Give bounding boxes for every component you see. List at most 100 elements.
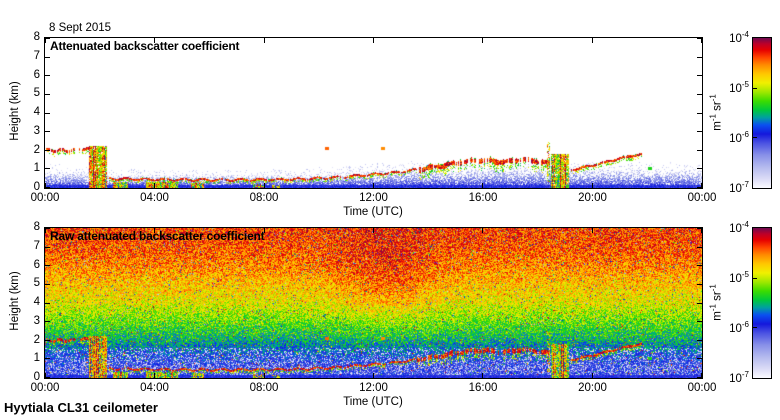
y-tick-mark (697, 94, 702, 95)
y-tick-mark (45, 187, 50, 188)
x-tick-mark (154, 228, 155, 233)
y-tick-label: 3 (33, 124, 40, 137)
y-tick-label: 8 (33, 221, 40, 233)
x-tick-mark (701, 183, 702, 188)
y-tick-mark (45, 57, 50, 58)
y-tick-label: 0 (33, 181, 40, 193)
y-tick-mark (697, 340, 702, 341)
y-tick-label: 0 (33, 371, 40, 383)
x-tick-label: 08:00 (249, 192, 279, 204)
colorbar-unit-label: m-1 sr-1 (708, 94, 724, 131)
y-tick-mark (45, 247, 50, 248)
panel-raw-backscatter: Raw attenuated backscatter coefficient (44, 227, 703, 379)
x-tick-mark (45, 373, 46, 378)
y-tick-label: 6 (33, 68, 40, 81)
colorbar-tick-mark (753, 137, 757, 138)
x-tick-mark (373, 183, 374, 188)
y-tick-mark (45, 265, 50, 266)
colorbar (752, 227, 772, 379)
attenuated-backscatter-heatmap (45, 38, 702, 188)
x-tick-mark (592, 38, 593, 43)
y-tick-label: 1 (33, 162, 40, 175)
colorbar-tick-label: 10-6 (729, 320, 749, 335)
y-tick-mark (45, 113, 50, 114)
x-tick-mark (592, 373, 593, 378)
y-tick-mark (697, 187, 702, 188)
x-tick-label: 00:00 (687, 192, 717, 204)
x-tick-mark (264, 373, 265, 378)
y-tick-mark (45, 377, 50, 378)
x-tick-mark (154, 183, 155, 188)
y-tick-mark (45, 94, 50, 95)
colorbar-tick-mark (753, 327, 757, 328)
x-tick-mark (264, 183, 265, 188)
y-tick-label: 8 (33, 31, 40, 43)
x-tick-label: 12:00 (359, 382, 388, 394)
y-tick-mark (697, 247, 702, 248)
colorbar-tick-label: 10-4 (729, 30, 749, 45)
x-tick-mark (45, 228, 46, 233)
y-tick-mark (697, 57, 702, 58)
x-tick-mark (373, 228, 374, 233)
x-tick-mark (482, 228, 483, 233)
y-tick-mark (45, 284, 50, 285)
y-tick-mark (45, 168, 50, 169)
colorbar-tick-label: 10-4 (729, 220, 749, 235)
colorbar-tick-label: 10-5 (729, 79, 749, 95)
x-tick-mark (701, 38, 702, 43)
y-tick-mark (697, 131, 702, 132)
colorbar-tick-label: 10-5 (729, 269, 749, 285)
y-tick-label: 7 (33, 49, 40, 62)
x-tick-mark (45, 38, 46, 43)
y-tick-mark (697, 38, 702, 39)
x-tick-mark (592, 183, 593, 188)
x-tick-label: 00:00 (30, 192, 60, 204)
y-tick-mark (697, 75, 702, 76)
y-tick-mark (697, 284, 702, 285)
y-tick-mark (45, 340, 50, 341)
y-tick-label: 5 (33, 87, 40, 100)
y-tick-mark (697, 168, 702, 169)
x-tick-label: 04:00 (140, 192, 169, 204)
x-tick-mark (482, 38, 483, 43)
y-tick-mark (45, 131, 50, 132)
y-tick-mark (45, 150, 50, 151)
x-tick-label: 20:00 (578, 192, 607, 204)
x-tick-mark (154, 373, 155, 378)
y-tick-mark (697, 321, 702, 322)
x-tick-label: 00:00 (687, 382, 717, 394)
x-tick-mark (45, 183, 46, 188)
y-tick-mark (697, 265, 702, 266)
x-tick-mark (701, 373, 702, 378)
y-tick-mark (45, 228, 50, 229)
x-tick-label: 16:00 (468, 382, 498, 394)
y-tick-mark (697, 303, 702, 304)
colorbar-tick-mark (753, 278, 757, 279)
panel-title-attenuated: Attenuated backscatter coefficient (50, 39, 240, 53)
x-tick-mark (373, 38, 374, 43)
y-tick-label: 6 (33, 258, 40, 271)
y-tick-mark (697, 377, 702, 378)
x-tick-mark (701, 228, 702, 233)
y-tick-mark (45, 321, 50, 322)
y-tick-label: 1 (33, 352, 40, 365)
x-tick-mark (482, 183, 483, 188)
y-tick-label: 3 (33, 314, 40, 327)
colorbar-tick-mark (753, 88, 757, 89)
x-tick-label: 00:00 (30, 382, 60, 394)
x-tick-mark (264, 38, 265, 43)
x-tick-label: 20:00 (578, 382, 607, 394)
y-tick-mark (697, 228, 702, 229)
raw-backscatter-heatmap (45, 228, 702, 378)
y-tick-mark (45, 303, 50, 304)
y-tick-label: 4 (33, 106, 40, 118)
y-tick-mark (45, 75, 50, 76)
panel-attenuated-backscatter: Attenuated backscatter coefficient (44, 37, 703, 189)
y-tick-mark (697, 358, 702, 359)
colorbar-tick-label: 10-7 (729, 370, 749, 385)
x-tick-mark (373, 373, 374, 378)
x-tick-label: 12:00 (359, 192, 388, 204)
y-tick-mark (697, 113, 702, 114)
x-tick-label: 08:00 (249, 382, 279, 394)
